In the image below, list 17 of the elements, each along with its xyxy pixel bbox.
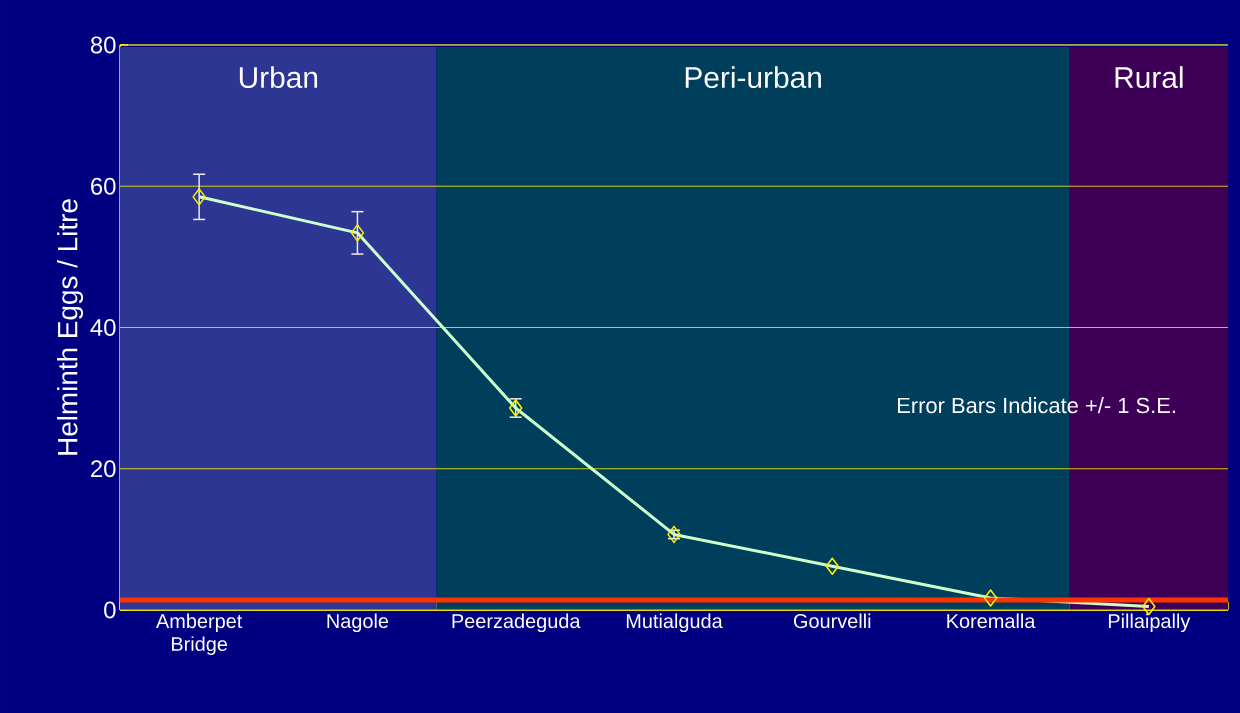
y-tick-label: 60 bbox=[91, 177, 116, 195]
band-label: Rural bbox=[1115, 66, 1183, 89]
x-tick-label: Koremalla bbox=[947, 613, 1036, 629]
band-label: Peri-urban bbox=[685, 66, 821, 89]
annotation: Error Bars Indicate +/- 1 S.E. bbox=[897, 397, 1175, 414]
y-tick-label: 20 bbox=[91, 460, 116, 478]
x-tick-label: Mutialguda bbox=[626, 613, 723, 633]
y-tick-label: 0 bbox=[104, 601, 116, 619]
x-tick-label: Pillaipally bbox=[1108, 613, 1191, 633]
x-tick-label: Peerzadeguda bbox=[452, 613, 581, 633]
x-tick-label: Amberpet Bridge bbox=[155, 613, 243, 655]
y-axis-title: Helminth Eggs / Litre bbox=[57, 199, 84, 455]
band-label: Urban bbox=[239, 66, 318, 89]
x-tick-label: Gourvelli bbox=[793, 613, 871, 629]
x-tick-label: Nagole bbox=[327, 613, 389, 633]
y-tick-label: 40 bbox=[90, 319, 116, 336]
y-tick-label: 80 bbox=[90, 36, 116, 54]
